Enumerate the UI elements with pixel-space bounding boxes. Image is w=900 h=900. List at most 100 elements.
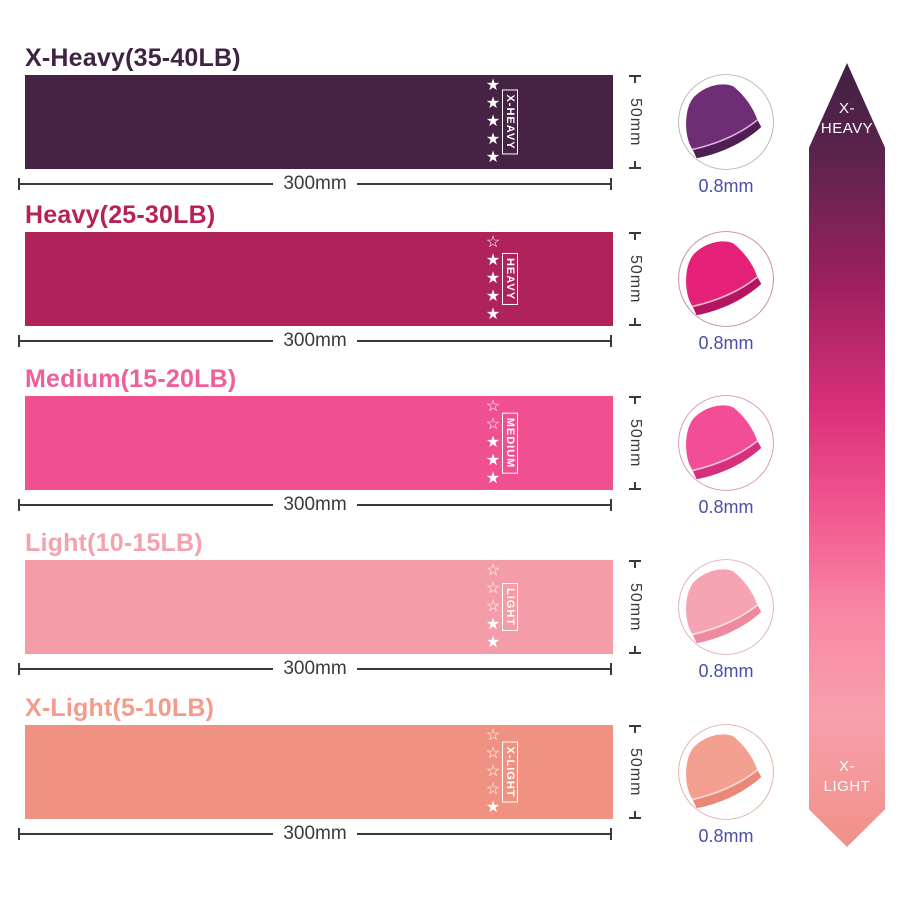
band-section: Heavy(25-30LB) ☆ ★ ★ ★ ★ HEAVY 300mm 50mm 0.…	[0, 201, 900, 363]
measure-tick-icon	[629, 232, 641, 240]
measure-line	[356, 183, 611, 185]
star-outline-icon: ☆	[485, 727, 501, 744]
thickness-photo	[677, 394, 775, 492]
resistance-band: ☆ ☆ ★ ★ ★ MEDIUM	[25, 396, 613, 490]
measure-tick-icon	[610, 499, 613, 511]
star-filled-icon: ★	[485, 288, 501, 305]
height-value: 50mm	[627, 97, 644, 147]
width-measurement: 300mm	[18, 494, 613, 515]
band-name-label: LIGHT	[502, 583, 518, 631]
measure-tick-icon	[629, 318, 641, 326]
measure-tick-icon	[629, 161, 641, 169]
star-rating: ☆ ☆ ☆ ☆ ★	[483, 728, 503, 816]
width-value: 300mm	[283, 173, 347, 194]
star-outline-icon: ☆	[485, 745, 501, 762]
width-measurement: 300mm	[18, 658, 613, 679]
band-name-label: MEDIUM	[502, 412, 518, 474]
measure-line	[356, 504, 611, 506]
measure-tick-icon	[610, 828, 613, 840]
star-filled-icon: ★	[485, 616, 501, 633]
star-rating: ☆ ☆ ★ ★ ★	[483, 399, 503, 487]
arrow-bottom-label: X- LIGHT	[823, 758, 871, 795]
thickness-photo	[677, 230, 775, 328]
star-filled-icon: ★	[485, 95, 501, 112]
measure-line	[356, 668, 611, 670]
thickness-label: 0.8mm	[698, 826, 754, 846]
star-filled-icon: ★	[485, 270, 501, 287]
star-outline-icon: ☆	[485, 562, 501, 579]
star-filled-icon: ★	[485, 799, 501, 816]
star-filled-icon: ★	[485, 149, 501, 166]
band-section: X-Light(5-10LB) ☆ ☆ ☆ ☆ ★ X-LIGHT 300mm 50mm…	[0, 694, 900, 856]
folded-band-icon	[678, 395, 774, 491]
star-filled-icon: ★	[485, 77, 501, 94]
measure-line	[356, 833, 611, 835]
measure-tick-icon	[610, 663, 613, 675]
measure-tick-icon	[610, 335, 613, 347]
resistance-band: ☆ ★ ★ ★ ★ HEAVY	[25, 232, 613, 326]
star-filled-icon: ★	[485, 452, 501, 469]
folded-band-icon	[678, 559, 774, 655]
band-title: X-Light(5-10LB)	[25, 694, 215, 722]
height-value: 50mm	[627, 582, 644, 632]
measure-tick-icon	[629, 646, 641, 654]
height-measurement: 50mm	[626, 725, 644, 819]
arrow-top-label: X- HEAVY	[820, 100, 874, 137]
strength-arrow: X- HEAVY X- LIGHT	[809, 63, 885, 847]
measure-tick-icon	[18, 499, 20, 511]
height-value: 50mm	[627, 747, 644, 797]
star-filled-icon: ★	[485, 434, 501, 451]
height-measurement: 50mm	[626, 560, 644, 654]
resistance-band: ☆ ☆ ☆ ☆ ★ X-LIGHT	[25, 725, 613, 819]
measure-line	[356, 340, 611, 342]
thickness-photo	[677, 723, 775, 821]
star-filled-icon: ★	[485, 131, 501, 148]
width-measurement: 300mm	[18, 173, 613, 194]
measure-tick-icon	[629, 811, 641, 819]
thickness-label: 0.8mm	[698, 661, 754, 681]
band-name-label: X-LIGHT	[502, 741, 518, 803]
measure-line	[20, 340, 274, 342]
thickness-label: 0.8mm	[698, 176, 754, 196]
band-name-label: HEAVY	[502, 252, 518, 306]
height-value: 50mm	[627, 418, 644, 468]
band-title: Heavy(25-30LB)	[25, 201, 216, 229]
measure-line	[20, 504, 274, 506]
star-filled-icon: ★	[485, 252, 501, 269]
width-measurement: 300mm	[18, 330, 613, 351]
folded-band-icon	[678, 724, 774, 820]
band-section: Light(10-15LB) ☆ ☆ ☆ ★ ★ LIGHT 300mm 50mm 0.…	[0, 529, 900, 691]
thickness-photo	[677, 558, 775, 656]
measure-tick-icon	[629, 725, 641, 733]
star-outline-icon: ☆	[485, 763, 501, 780]
band-section: Medium(15-20LB) ☆ ☆ ★ ★ ★ MEDIUM 300mm 50mm …	[0, 365, 900, 527]
measure-line	[20, 833, 274, 835]
star-outline-icon: ☆	[485, 598, 501, 615]
height-measurement: 50mm	[626, 396, 644, 490]
height-measurement: 50mm	[626, 232, 644, 326]
measure-tick-icon	[629, 482, 641, 490]
thickness-label: 0.8mm	[698, 497, 754, 517]
star-filled-icon: ★	[485, 306, 501, 323]
star-filled-icon: ★	[485, 470, 501, 487]
width-value: 300mm	[283, 658, 347, 679]
width-value: 300mm	[283, 330, 347, 351]
measure-tick-icon	[629, 396, 641, 404]
measure-tick-icon	[18, 663, 20, 675]
measure-tick-icon	[629, 75, 641, 83]
resistance-band: ★ ★ ★ ★ ★ X-HEAVY	[25, 75, 613, 169]
resistance-band: ☆ ☆ ☆ ★ ★ LIGHT	[25, 560, 613, 654]
star-rating: ☆ ★ ★ ★ ★	[483, 235, 503, 323]
measure-tick-icon	[18, 828, 20, 840]
width-value: 300mm	[283, 494, 347, 515]
folded-band-icon	[678, 74, 774, 170]
band-title: X-Heavy(35-40LB)	[25, 44, 241, 72]
height-measurement: 50mm	[626, 75, 644, 169]
thickness-label: 0.8mm	[698, 333, 754, 353]
measure-tick-icon	[18, 335, 20, 347]
measure-line	[20, 183, 274, 185]
star-outline-icon: ☆	[485, 234, 501, 251]
star-outline-icon: ☆	[485, 781, 501, 798]
thickness-photo	[677, 73, 775, 171]
